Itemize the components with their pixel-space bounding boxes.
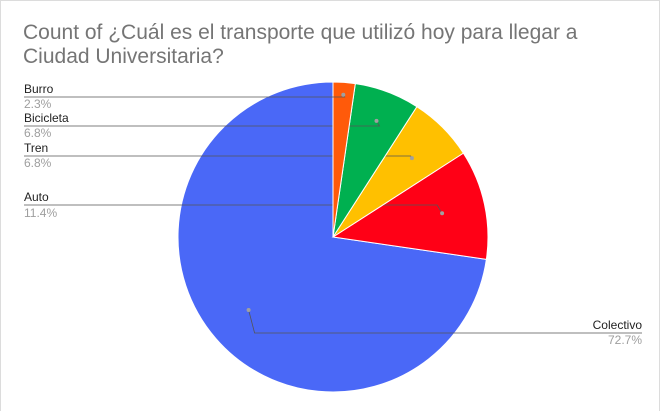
slice-label-bicicleta: Bicicleta xyxy=(24,111,69,125)
leader-line-auto xyxy=(24,204,443,214)
slice-label-auto: Auto xyxy=(24,190,49,204)
pie-slice-burro xyxy=(332,81,356,238)
slice-label-burro: Burro xyxy=(24,82,54,96)
slice-percent-tren: 6.8% xyxy=(24,156,52,170)
slice-label-tren: Tren xyxy=(24,141,48,155)
leader-dot-bicicleta xyxy=(374,118,379,123)
pie-slice-auto xyxy=(331,152,489,260)
slice-percent-bicicleta: 6.8% xyxy=(24,126,52,140)
slice-percent-colectivo: 72.7% xyxy=(608,333,642,347)
slice-label-colectivo: Colectivo xyxy=(593,318,643,332)
slice-percent-burro: 2.3% xyxy=(24,97,52,111)
leader-line-colectivo xyxy=(248,309,642,334)
leader-dot-auto xyxy=(440,211,445,216)
leader-dot-burro xyxy=(341,92,346,97)
leader-dot-tren xyxy=(409,156,414,161)
leader-dot-colectivo xyxy=(246,308,251,312)
chart-title: Count of ¿Cuál es el transporte que util… xyxy=(23,21,578,68)
slice-percent-auto: 11.4% xyxy=(24,206,57,220)
